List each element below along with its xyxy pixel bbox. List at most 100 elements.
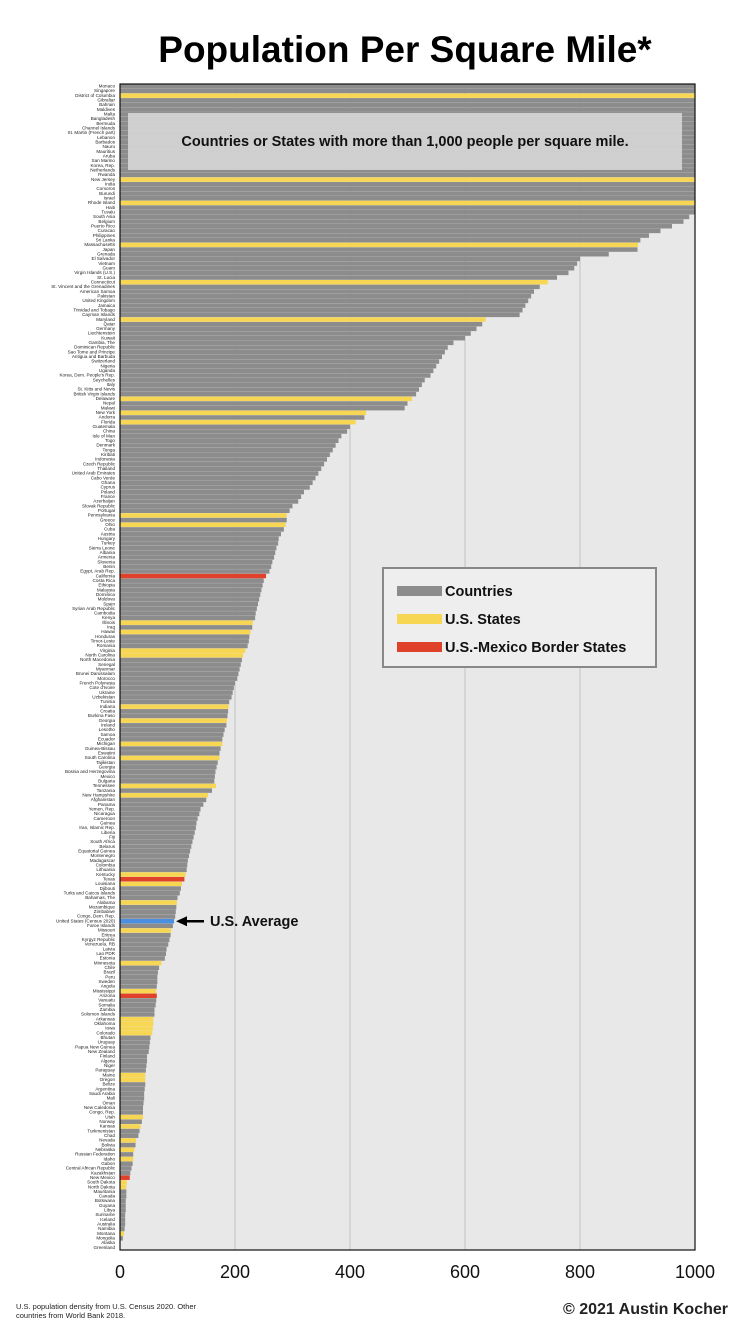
category-label: Pennsylvania	[88, 513, 116, 518]
bar	[120, 816, 198, 821]
bar	[120, 447, 333, 453]
bar	[120, 289, 534, 294]
average-arrowhead	[176, 916, 187, 927]
bar	[120, 1175, 130, 1180]
category-label: Massachusetts	[84, 242, 115, 247]
category-label: Panama	[98, 802, 116, 807]
category-label: Niger	[104, 1063, 115, 1068]
category-label: St. Lucia	[97, 275, 115, 280]
category-label: Sri Lanka	[96, 237, 116, 242]
category-label: Bulgaria	[98, 778, 115, 783]
category-label: Kansas	[100, 1124, 116, 1129]
category-label: South Africa	[90, 839, 115, 844]
bar	[120, 233, 649, 238]
category-label: Tonga	[102, 447, 115, 452]
bar	[120, 890, 180, 896]
bar	[120, 251, 609, 257]
category-label: Suriname	[95, 1212, 115, 1217]
bar	[120, 480, 313, 486]
category-label: Eritrea	[101, 932, 115, 937]
average-annotation: U.S. Average	[176, 914, 298, 930]
bar	[120, 186, 695, 192]
category-label: Bolivia	[101, 1142, 115, 1147]
bar	[120, 951, 166, 957]
bar	[120, 107, 695, 112]
category-label: Nigeria	[100, 363, 115, 368]
category-label: Burkina Faso	[88, 713, 116, 718]
bar	[120, 522, 286, 527]
bar	[120, 1114, 143, 1120]
bar	[120, 415, 365, 420]
category-label: Belgium	[98, 219, 115, 224]
bar	[120, 391, 417, 397]
bar	[120, 1110, 143, 1115]
category-label: Zambia	[100, 1007, 116, 1012]
category-label: Turkmenistan	[87, 1128, 115, 1133]
bar	[120, 597, 260, 602]
category-label: Tunisia	[100, 699, 115, 704]
bar	[120, 783, 217, 789]
bar	[120, 1068, 146, 1073]
bar	[120, 1128, 140, 1134]
category-label: Kuwait	[101, 335, 116, 340]
bar	[120, 489, 304, 495]
category-label: Congo, Dem. Rep.	[77, 914, 115, 919]
category-label: Spain	[103, 601, 115, 606]
category-label: Madagascar	[90, 858, 116, 863]
category-label: New Jersey	[91, 177, 116, 182]
category-label: Norway	[99, 1119, 115, 1124]
bar	[120, 457, 327, 462]
bar	[120, 909, 176, 915]
category-label: Central African Republic	[66, 1166, 116, 1171]
bar	[120, 970, 158, 975]
bar	[120, 1012, 155, 1017]
x-tick-label: 400	[335, 1262, 365, 1282]
bar	[120, 410, 367, 416]
category-label: Sierra Leone	[89, 545, 116, 550]
category-label: Paraguay	[95, 1068, 115, 1073]
category-label: Honduras	[95, 634, 116, 639]
category-label: Uzbekistan	[92, 695, 115, 700]
bar	[120, 629, 251, 635]
category-label: Libya	[104, 1208, 115, 1213]
bar	[120, 1217, 126, 1222]
bar	[120, 769, 216, 775]
category-label: Colorado	[96, 1030, 115, 1035]
annotation: Countries or States with more than 1,000…	[181, 134, 628, 150]
bar	[120, 713, 228, 719]
bar	[120, 1212, 126, 1218]
category-label: Qatar	[104, 321, 116, 326]
category-label: France	[101, 494, 116, 499]
bar	[120, 214, 690, 220]
category-label: Slovenia	[97, 559, 115, 564]
x-tick-label: 1000	[675, 1262, 715, 1282]
category-label: North Carolina	[85, 653, 115, 658]
category-label: Cuba	[104, 527, 115, 532]
category-label: Estonia	[100, 956, 116, 961]
bar	[120, 224, 672, 229]
bar	[120, 639, 249, 644]
bar	[120, 1119, 142, 1124]
bar	[120, 387, 419, 392]
category-label: Samoa	[100, 732, 115, 737]
chart-title: Population Per Square Mile*	[158, 29, 652, 70]
category-label: Pakistan	[97, 293, 115, 298]
bar	[120, 1091, 145, 1096]
bar	[120, 872, 186, 877]
bar	[120, 592, 261, 597]
bar	[120, 862, 188, 868]
category-label: Eswatini	[98, 751, 115, 756]
bar	[120, 1236, 123, 1241]
category-label: Virgin Islands (U.S.)	[74, 270, 115, 275]
bar	[120, 284, 540, 290]
bar	[120, 1030, 153, 1036]
category-label: French Polynesia	[80, 681, 116, 686]
category-label: North Macedonia	[80, 657, 115, 662]
bar	[120, 312, 520, 318]
category-label: Romania	[97, 643, 116, 648]
bar	[120, 830, 195, 835]
bar	[120, 373, 431, 378]
category-label: California	[96, 573, 116, 578]
